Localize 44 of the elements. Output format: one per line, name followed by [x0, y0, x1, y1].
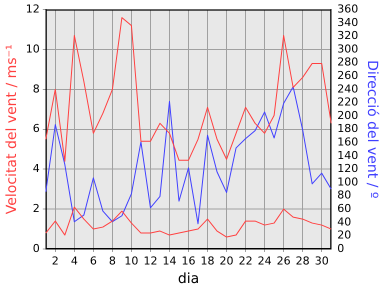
- y2-tick-label: 80: [337, 188, 352, 202]
- x-tick-label: 20: [220, 254, 234, 268]
- y-tick-label: 4: [32, 162, 40, 176]
- y-tick-label: 2: [32, 202, 40, 215]
- y2-tick-label: 120: [337, 162, 358, 176]
- y2-tick-label: 320: [337, 29, 358, 42]
- x-axis-title: dia: [178, 271, 200, 288]
- y-tick-label: 8: [32, 82, 40, 96]
- y2-axis-title: Direcció del vent / º: [364, 60, 380, 198]
- x-tick-label: 16: [182, 254, 196, 268]
- y2-tick-label: 280: [337, 56, 358, 69]
- x-tick-label: 28: [296, 254, 310, 268]
- y2-tick-label: 160: [337, 135, 358, 148]
- x-tick-label: 2: [52, 254, 59, 268]
- x-tick-label: 18: [200, 254, 215, 268]
- y2-tick-label: 40: [337, 215, 352, 228]
- y2-tick-label: 180: [337, 122, 358, 136]
- y-tick-label: 10: [26, 42, 40, 56]
- y2-tick-label: 300: [337, 42, 358, 56]
- y-tick-label: 6: [32, 122, 40, 136]
- y2-tick-label: 60: [337, 202, 352, 215]
- y2-tick-label: 260: [337, 68, 358, 82]
- y-tick-label: 0: [32, 242, 40, 255]
- x-tick-label: 8: [108, 254, 116, 268]
- y2-tick-label: 100: [337, 175, 358, 188]
- x-tick-label: 22: [238, 254, 253, 268]
- y2-tick-label: 240: [337, 82, 358, 96]
- x-tick-label: 12: [143, 254, 158, 268]
- x-tick-label: 30: [314, 254, 329, 268]
- y2-tick-label: 200: [337, 108, 358, 122]
- y2-tick-label: 360: [337, 2, 358, 16]
- x-tick-label: 26: [276, 254, 291, 268]
- y2-tick-label: 140: [337, 148, 358, 162]
- y-axis-title: Velocitat del vent / ms⁻¹: [4, 44, 20, 214]
- y-tick-label: 12: [26, 2, 40, 16]
- y2-tick-label: 20: [337, 228, 352, 242]
- x-tick-label: 4: [70, 254, 78, 268]
- y2-tick-label: 0: [337, 242, 344, 255]
- y2-tick-label: 220: [337, 96, 358, 109]
- x-tick-label: 24: [258, 254, 272, 268]
- y2-tick-label: 340: [337, 16, 358, 29]
- x-tick-label: 14: [162, 254, 176, 268]
- x-tick-label: 10: [124, 254, 138, 268]
- x-tick-label: 6: [90, 254, 97, 268]
